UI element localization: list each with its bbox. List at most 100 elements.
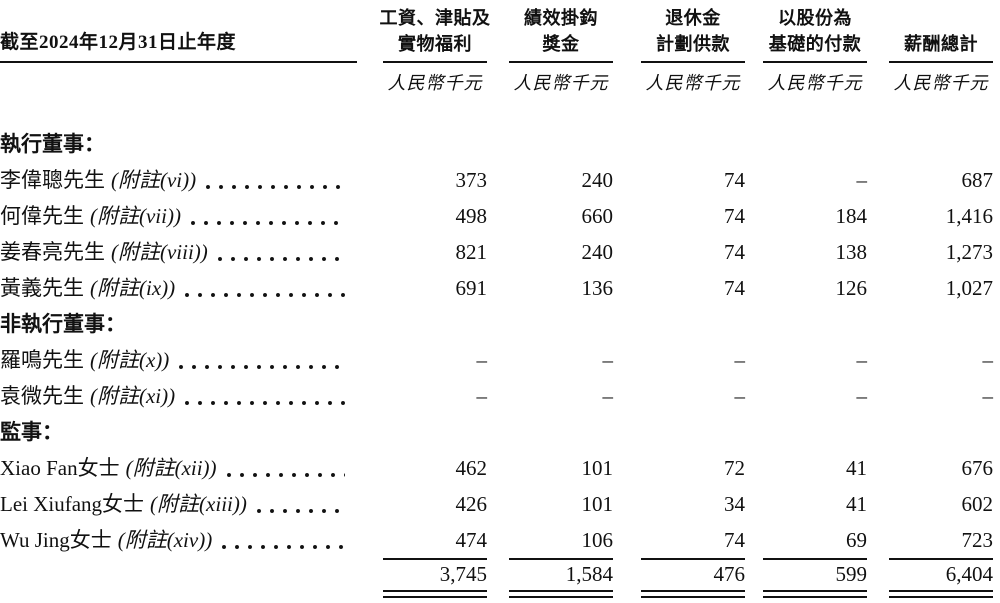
dot-leader (256, 509, 345, 513)
total-value: 599 (835, 562, 868, 586)
total-cell-share-based: 599 (745, 558, 867, 598)
cell-bonus: – (602, 348, 614, 372)
cell-pension: 74 (724, 204, 745, 228)
person-name: 黃義先生 (0, 276, 84, 300)
person-note: (附註(x)) (90, 348, 170, 372)
column-header-line2: 獎金 (542, 34, 580, 54)
column-header-bonus: 績效掛鈎 獎金 人民幣千元 (487, 4, 613, 93)
double-rule (763, 590, 867, 598)
total-cell-pension: 476 (613, 558, 745, 598)
table-body: 執行董事： 李偉聰先生 (附註(vi)) 373 240 74 – 687 何偉… (0, 126, 1000, 558)
column-header-total: 薪酬總計 人民幣千元 (867, 4, 993, 93)
cell-salary: – (476, 348, 488, 372)
column-header-line1: 工資、津貼及 (379, 8, 491, 28)
table-row: 何偉先生 (附註(vii)) 498 660 74 184 1,416 (0, 198, 1000, 234)
cell-share-based: 138 (835, 240, 868, 264)
sum-rule (383, 558, 487, 560)
cell-share-based: – (856, 168, 868, 192)
dot-leader (185, 401, 345, 405)
total-cell-total: 6,404 (867, 558, 993, 598)
person-name: Wu Jing女士 (0, 528, 112, 552)
person-name: Lei Xiufang女士 (0, 492, 145, 516)
cell-share-based: 126 (835, 276, 868, 300)
column-underline (641, 61, 745, 63)
table-row: 黃義先生 (附註(ix)) 691 136 74 126 1,027 (0, 270, 1000, 306)
section-heading: 執行董事： (0, 132, 105, 156)
row-label: 袁微先生 (附註(xi)) (0, 378, 361, 414)
cell-share-based: 69 (846, 528, 867, 552)
row-label: 何偉先生 (附註(vii)) (0, 198, 361, 234)
table-row: 姜春亮先生 (附註(viii)) 821 240 74 138 1,273 (0, 234, 1000, 270)
table-row: 羅鳴先生 (附註(x)) – – – – – (0, 342, 1000, 378)
total-value: 476 (713, 562, 746, 586)
cell-pension: 74 (724, 276, 745, 300)
section-heading-row: 監事： (0, 414, 1000, 450)
cell-total: 1,027 (945, 276, 993, 300)
cell-pension: 74 (724, 168, 745, 192)
period-header-cell: 截至2024年12月31日止年度 (0, 30, 361, 93)
total-cell-salary: 3,745 (361, 558, 487, 598)
person-name: 李偉聰先生 (0, 168, 105, 192)
column-header-salary: 工資、津貼及 實物福利 人民幣千元 (361, 4, 491, 93)
column-underline (763, 61, 867, 63)
double-rule (641, 590, 745, 598)
row-label: Lei Xiufang女士 (附註(xiii)) (0, 486, 361, 522)
cell-pension: 74 (724, 528, 745, 552)
dot-leader (206, 185, 345, 189)
column-header-line1: 退休金 (665, 8, 721, 28)
cell-share-based: 184 (835, 204, 868, 228)
row-label: Xiao Fan女士 (附註(xii)) (0, 450, 361, 486)
cell-bonus: 660 (581, 204, 614, 228)
row-label: 姜春亮先生 (附註(viii)) (0, 234, 361, 270)
table-row: 袁微先生 (附註(xi)) – – – – – (0, 378, 1000, 414)
sum-rule (889, 558, 993, 560)
double-rule (889, 590, 993, 598)
person-note: (附註(xiii)) (150, 492, 247, 516)
table-row: 李偉聰先生 (附註(vi)) 373 240 74 – 687 (0, 162, 1000, 198)
person-note: (附註(xii)) (125, 456, 217, 480)
dot-leader (222, 545, 345, 549)
column-header-pension: 退休金 計劃供款 人民幣千元 (613, 4, 745, 93)
cell-pension: – (734, 348, 746, 372)
cell-bonus: 101 (581, 456, 614, 480)
cell-total: 723 (961, 528, 994, 552)
unit-label: 人民幣千元 (645, 73, 741, 93)
section-heading-row: 非執行董事： (0, 306, 1000, 342)
total-value: 3,745 (439, 562, 487, 586)
cell-salary: 462 (455, 456, 488, 480)
cell-bonus: 106 (581, 528, 614, 552)
cell-salary: – (476, 384, 488, 408)
period-underline (0, 61, 357, 63)
spacer (0, 63, 361, 93)
cell-pension: – (734, 384, 746, 408)
person-note: (附註(vi)) (111, 168, 197, 192)
person-note: (附註(xi)) (90, 384, 176, 408)
cell-total: 1,273 (945, 240, 993, 264)
unit-label: 人民幣千元 (893, 73, 989, 93)
cell-bonus: – (602, 384, 614, 408)
cell-salary: 373 (455, 168, 488, 192)
section-heading: 非執行董事： (0, 312, 126, 336)
cell-total: 1,416 (945, 204, 993, 228)
table-row: Wu Jing女士 (附註(xiv)) 474 106 74 69 723 (0, 522, 1000, 558)
unit-label: 人民幣千元 (767, 73, 863, 93)
cell-salary: 498 (455, 204, 488, 228)
person-name: Xiao Fan女士 (0, 456, 120, 480)
row-label: 羅鳴先生 (附註(x)) (0, 342, 361, 378)
cell-share-based: 41 (846, 492, 867, 516)
total-cell-bonus: 1,584 (487, 558, 613, 598)
cell-pension: 72 (724, 456, 745, 480)
period-label: 截至2024年12月31日止年度 (0, 32, 237, 53)
person-name: 何偉先生 (0, 204, 84, 228)
person-note: (附註(vii)) (90, 204, 181, 228)
person-name: 羅鳴先生 (0, 348, 84, 372)
column-header-line1: 以股份為 (778, 8, 852, 28)
cell-share-based: – (856, 384, 868, 408)
row-label: Wu Jing女士 (附註(xiv)) (0, 522, 361, 558)
column-underline (383, 61, 487, 63)
dot-leader (226, 473, 345, 477)
cell-total: – (982, 384, 994, 408)
column-underline (509, 61, 613, 63)
cell-share-based: – (856, 348, 868, 372)
column-header-line1: 績效掛鈎 (524, 8, 598, 28)
